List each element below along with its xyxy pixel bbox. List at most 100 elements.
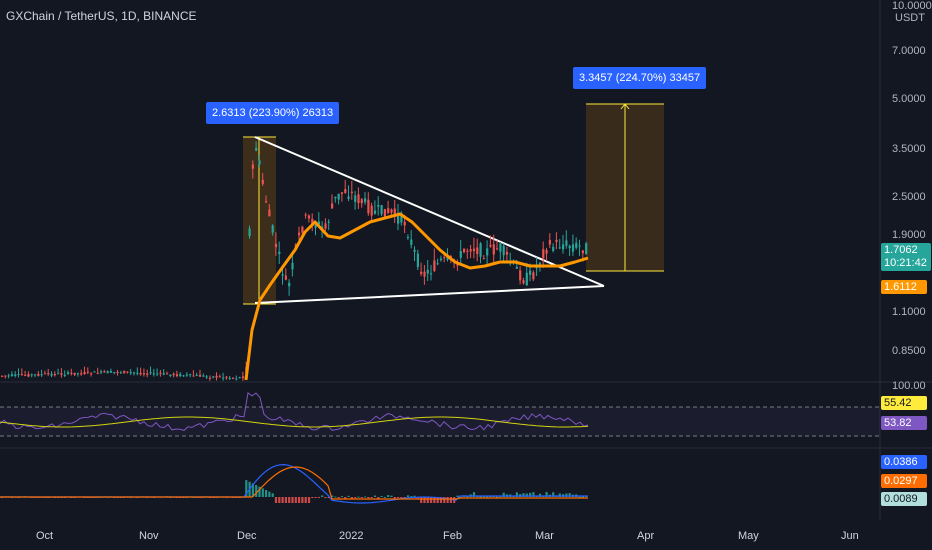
candle-body (354, 195, 357, 202)
macd-histogram-bar (344, 497, 347, 499)
candle-body (585, 243, 588, 255)
candle-body (159, 372, 162, 374)
macd-histogram-bar (393, 497, 396, 499)
candle-body (545, 250, 548, 254)
candle-body (199, 374, 202, 377)
macd-histogram-bar (387, 495, 390, 497)
macd-histogram-bar (479, 496, 482, 498)
candle-body (149, 372, 152, 374)
macd-histogram-bar (538, 493, 542, 497)
ema-badge: 1.6112 (881, 280, 927, 294)
candle-body (499, 243, 502, 252)
candle-body (60, 373, 63, 375)
macd-histogram-bar (443, 497, 446, 503)
macd-histogram-bar (581, 496, 584, 498)
macd-histogram-bar (413, 495, 416, 497)
candle-body (387, 208, 390, 213)
candle-body (380, 205, 383, 215)
candle-body (562, 244, 565, 250)
candle-body (17, 374, 20, 376)
candle-body (169, 374, 172, 376)
candle-body (126, 371, 129, 373)
candle-body (129, 372, 132, 374)
rsi-line (0, 392, 589, 431)
candle-body (195, 375, 198, 377)
candle-body (532, 272, 535, 280)
macd-histogram-bar (532, 492, 535, 497)
candle-body (443, 257, 446, 259)
candle-body (37, 373, 40, 376)
candle-body (344, 189, 347, 193)
candle-body (100, 371, 103, 373)
macd-histogram-bar (515, 492, 518, 497)
macd-histogram-bar (288, 497, 291, 503)
macd-histogram-bar (390, 495, 393, 497)
price-tick-5: 5.0000 (892, 93, 926, 105)
candle-body (410, 239, 413, 245)
candle-body (298, 232, 301, 236)
candle-body (420, 271, 423, 274)
candle-body (439, 258, 443, 261)
rsi-band (0, 407, 880, 436)
candle-body (241, 376, 245, 379)
candle-body (558, 247, 561, 249)
time-tick-apr: Apr (637, 530, 655, 542)
macd-histogram-bar (334, 496, 337, 498)
candle-body (364, 198, 367, 203)
candle-body (538, 262, 542, 265)
candle-body (156, 373, 159, 375)
macd-histogram-bar (456, 495, 459, 497)
candle-body (307, 215, 311, 219)
time-tick-mar: Mar (535, 530, 554, 542)
candle-body (43, 373, 47, 375)
macd-histogram-bar (423, 497, 426, 503)
macd-histogram-bar (245, 480, 248, 497)
macd-histogram-bar (426, 497, 429, 503)
candle-body (317, 221, 320, 225)
price-tick-10: 10.0000 (892, 0, 932, 12)
macd-series (0, 463, 588, 504)
candle-body (522, 280, 525, 284)
candle-body (40, 374, 43, 376)
macd-histogram-bar (251, 483, 254, 497)
candle-body (542, 249, 545, 259)
macd-histogram-bar (496, 496, 499, 498)
candle-body (535, 266, 538, 269)
triangle-upper-trendline (254, 136, 605, 287)
macd-histogram-bar (255, 485, 258, 497)
candle-body (261, 179, 264, 184)
rsi-value-badge: 55.42 (881, 396, 927, 410)
candle-body (548, 240, 551, 245)
macd-histogram-bar (314, 497, 317, 498)
price-tick-7: 7.0000 (892, 45, 926, 57)
candle-body (476, 247, 479, 255)
macd-histogram-bar (298, 497, 301, 503)
candle-body (278, 251, 281, 254)
candle-body (403, 221, 406, 226)
macd-histogram-bar (525, 493, 528, 497)
signal-line (0, 466, 588, 500)
candle-body (139, 372, 142, 375)
macd-histogram-bar (360, 497, 363, 498)
candle-body (119, 372, 122, 374)
candle-body (291, 263, 294, 270)
candle-body (469, 249, 472, 252)
candle-body (265, 201, 268, 203)
macd-histogram-bar (327, 497, 330, 499)
candle-body (426, 269, 429, 274)
candle-body (377, 205, 380, 207)
time-tick-jun: Jun (841, 530, 859, 542)
candle-body (96, 372, 99, 374)
candle-body (57, 373, 60, 375)
candle-body (24, 374, 27, 376)
candle-body (30, 374, 33, 376)
candle-body (314, 224, 317, 228)
macd-histogram-bar (449, 497, 452, 503)
macd-histogram-bar (274, 497, 278, 503)
candle-body (449, 255, 452, 258)
price-tick-2-5: 2.5000 (892, 191, 926, 203)
macd-histogram-bar (321, 495, 324, 497)
candle-body (383, 209, 386, 219)
candle-body (515, 266, 518, 269)
